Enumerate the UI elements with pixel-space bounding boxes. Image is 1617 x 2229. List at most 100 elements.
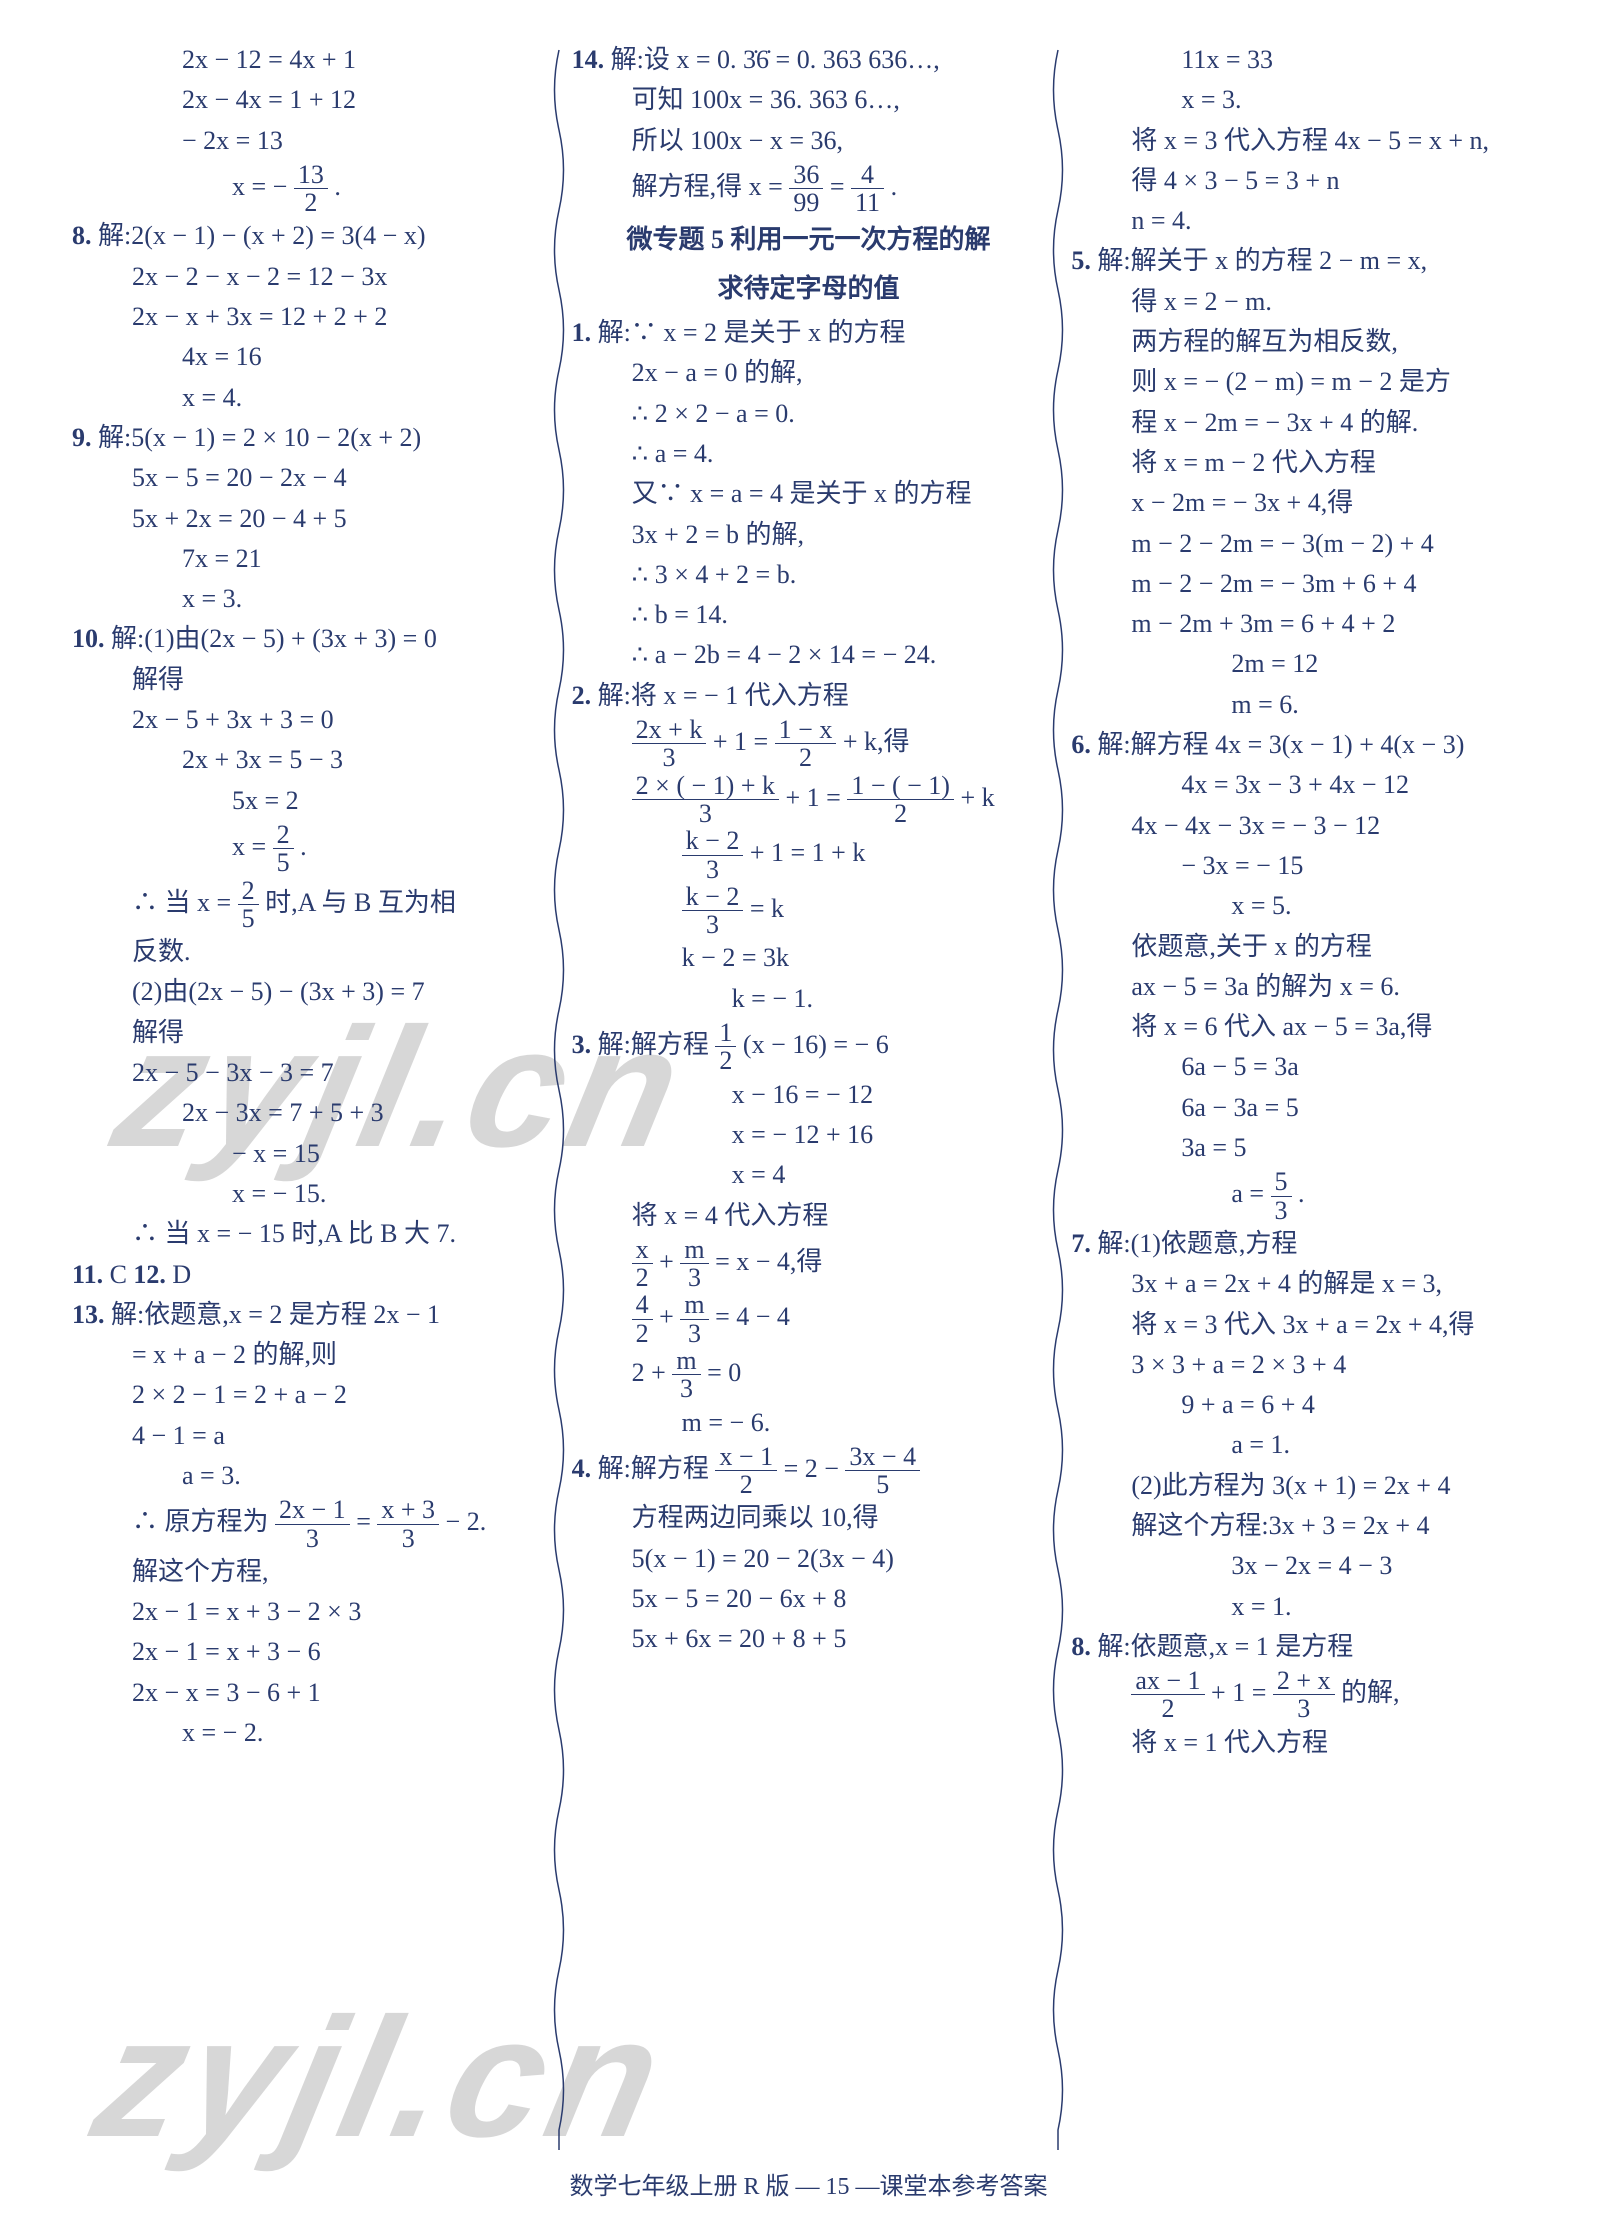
- den: 3: [1271, 1197, 1292, 1224]
- eq: 2x − 2 − x − 2 = 12 − 3x: [72, 257, 546, 297]
- fraction: 1 − x2: [775, 716, 837, 772]
- fraction: 411: [851, 161, 884, 217]
- fraction: 2x + k3: [632, 716, 707, 772]
- eq: 2x − 3x = 7 + 5 + 3: [72, 1093, 546, 1133]
- eq: 4x − 4x − 3x = − 3 − 12: [1071, 806, 1545, 846]
- num: k − 2: [682, 883, 744, 911]
- txt: x =: [232, 832, 273, 861]
- txt: 解:解关于 x 的方程 2 − m = x,: [1091, 246, 1427, 275]
- txt: 解得: [72, 660, 546, 700]
- eq: 将 x = 1 代入方程: [1071, 1723, 1545, 1763]
- txt: = k: [750, 894, 784, 923]
- eq: − 2x = 13: [72, 121, 546, 161]
- fraction: x2: [632, 1236, 653, 1292]
- fraction: 53: [1271, 1168, 1292, 1224]
- txt: 解方程,得 x =: [632, 172, 790, 201]
- problem: 9. 解:5(x − 1) = 2 × 10 − 2(x + 2): [72, 418, 546, 458]
- eq: 所以 100x − x = 36,: [572, 121, 1046, 161]
- problem-number: 9.: [72, 423, 92, 452]
- eq: ∴ a − 2b = 4 − 2 × 14 = − 24.: [572, 635, 1046, 675]
- problem: 3. 解:解方程 12 (x − 16) = − 6: [572, 1019, 1046, 1075]
- problem-number: 3.: [572, 1030, 592, 1059]
- txt: .: [891, 172, 898, 201]
- eq: a = 3.: [72, 1456, 546, 1496]
- txt: 解:将 x = − 1 代入方程: [591, 681, 849, 710]
- eq: x = 4.: [72, 378, 546, 418]
- fraction: 25: [238, 877, 259, 933]
- den: 2: [715, 1047, 736, 1074]
- txt: + 1 =: [1211, 1678, 1273, 1707]
- num: x + 3: [377, 1496, 439, 1524]
- num: 13: [294, 161, 328, 189]
- eq: 2x − x = 3 − 6 + 1: [72, 1673, 546, 1713]
- eq: 解方程,得 x = 3699 = 411 .: [572, 161, 1046, 217]
- txt: + k: [960, 782, 994, 811]
- txt: 解:2(x − 1) − (x + 2) = 3(4 − x): [92, 221, 426, 250]
- problem-number: 2.: [572, 681, 592, 710]
- txt: 两方程的解互为相反数,: [1071, 322, 1545, 362]
- txt: − 2.: [446, 1507, 487, 1536]
- eq: ∴ 3 × 4 + 2 = b.: [572, 555, 1046, 595]
- num: 2x − 1: [275, 1496, 350, 1524]
- txt: 解得: [72, 1013, 546, 1053]
- txt: 解:5(x − 1) = 2 × 10 − 2(x + 2): [92, 423, 422, 452]
- column-3: 11x = 33 x = 3. 将 x = 3 代入方程 4x − 5 = x …: [1059, 40, 1557, 2160]
- problem-number: 8.: [1071, 1632, 1091, 1661]
- three-column-layout: 2x − 12 = 4x + 1 2x − 4x = 1 + 12 − 2x =…: [0, 0, 1617, 2160]
- eq: 将 x = 3 代入 3x + a = 2x + 4,得: [1071, 1305, 1545, 1345]
- eq: 2m = 12: [1071, 644, 1545, 684]
- num: 2: [238, 877, 259, 905]
- problem: 7. 解:(1)依题意,方程: [1071, 1224, 1545, 1264]
- eq: x = 1.: [1071, 1587, 1545, 1627]
- txt: +: [659, 1302, 680, 1331]
- eq: 9 + a = 6 + 4: [1071, 1385, 1545, 1425]
- txt: 解:∵ x = 2 是关于 x 的方程: [591, 318, 905, 347]
- eq: 2x − a = 0 的解,: [572, 353, 1046, 393]
- num: 2 + x: [1273, 1667, 1335, 1695]
- txt: 解:解方程: [591, 1030, 709, 1059]
- eq: m = − 6.: [572, 1403, 1046, 1443]
- num: 1 − ( − 1): [847, 772, 954, 800]
- txt: 方程两边同乘以 10,得: [572, 1498, 1046, 1538]
- den: 5: [845, 1471, 920, 1498]
- eq: 5(x − 1) = 20 − 2(3x − 4): [572, 1539, 1046, 1579]
- fraction: 42: [632, 1291, 653, 1347]
- eq: 2x − 1 = x + 3 − 2 × 3: [72, 1592, 546, 1632]
- section-heading: 求待定字母的值: [572, 265, 1046, 313]
- txt: = x − 4,得: [715, 1247, 822, 1276]
- den: 2: [847, 800, 954, 827]
- eq: ax − 12 + 1 = 2 + x3 的解,: [1071, 1667, 1545, 1723]
- num: m: [680, 1291, 708, 1319]
- txt: 将 x = 4 代入方程: [572, 1196, 1046, 1236]
- fraction: k − 23: [682, 883, 744, 939]
- txt: ∴ 原方程为: [132, 1507, 275, 1536]
- eq: − 3x = − 15: [1071, 846, 1545, 886]
- num: 3x − 4: [845, 1443, 920, 1471]
- eq: n = 4.: [1071, 201, 1545, 241]
- column-1: 2x − 12 = 4x + 1 2x − 4x = 1 + 12 − 2x =…: [60, 40, 558, 2160]
- fraction: 1 − ( − 1)2: [847, 772, 954, 828]
- num: k − 2: [682, 827, 744, 855]
- section-heading: 微专题 5 利用一元一次方程的解: [572, 216, 1046, 264]
- txt: 依题意,关于 x 的方程: [1071, 927, 1545, 967]
- num: x: [632, 1236, 653, 1264]
- den: 2: [632, 1320, 653, 1347]
- eq: x2 + m3 = x − 4,得: [572, 1236, 1046, 1292]
- txt: .: [300, 832, 307, 861]
- num: 2x + k: [632, 716, 707, 744]
- eq: 程 x − 2m = − 3x + 4 的解.: [1071, 403, 1545, 443]
- eq: x − 2m = − 3x + 4,得: [1071, 483, 1545, 523]
- txt: 解:解方程 4x = 3(x − 1) + 4(x − 3): [1091, 730, 1465, 759]
- fraction: 2 + x3: [1273, 1667, 1335, 1723]
- eq: m = 6.: [1071, 685, 1545, 725]
- den: 11: [851, 189, 884, 216]
- problem: 1. 解:∵ x = 2 是关于 x 的方程: [572, 313, 1046, 353]
- num: 1: [715, 1019, 736, 1047]
- txt: = 2 −: [784, 1454, 846, 1483]
- txt: 解:(1)依题意,方程: [1091, 1229, 1298, 1258]
- eq: 2 × ( − 1) + k3 + 1 = 1 − ( − 1)2 + k: [572, 772, 1046, 828]
- eq: − x = 15: [72, 1134, 546, 1174]
- den: 3: [632, 744, 707, 771]
- eq: ∴ 当 x = − 15 时,A 比 B 大 7.: [72, 1214, 546, 1254]
- txt: 的解,: [1341, 1678, 1400, 1707]
